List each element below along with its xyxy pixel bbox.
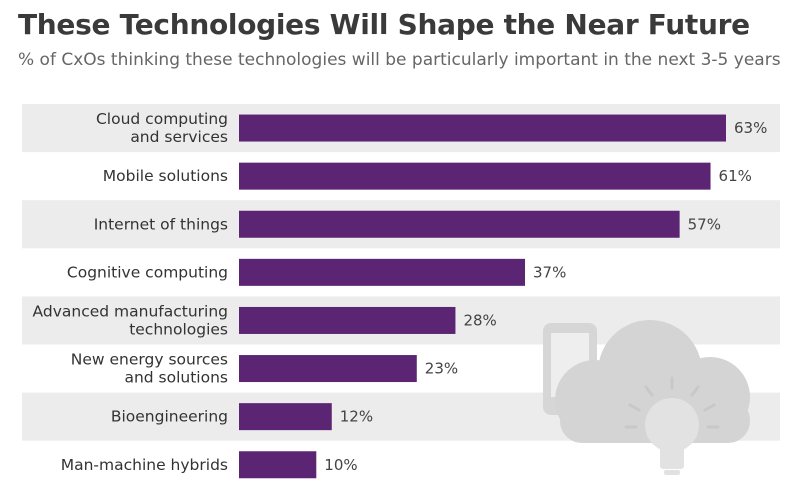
category-label-mobile-solutions: Mobile solutions [103, 167, 228, 185]
bar-man-machine-hybrids [239, 451, 317, 479]
category-label-new-energy-sources-and-solutions-line-1: New energy sources [71, 351, 228, 369]
cloud-icon [555, 320, 750, 443]
background-illustration [543, 320, 750, 475]
chart-subtitle: % of CxOs thinking these technologies wi… [18, 50, 781, 70]
value-labels: 63% 61% 57% 37% 28% 23% 12% 10% [324, 119, 767, 474]
category-label-bioengineering: Bioengineering [111, 408, 228, 426]
category-label-cloud-computing-and-services-line-1: Cloud computing [96, 110, 228, 128]
value-label-internet-of-things: 57% [688, 215, 721, 233]
value-label-cognitive-computing: 37% [533, 263, 566, 281]
value-label-cloud-computing-and-services: 63% [734, 119, 767, 137]
bar-mobile-solutions [239, 162, 711, 190]
category-label-cloud-computing-and-services-line-2: and services [130, 128, 228, 146]
value-label-new-energy-sources-and-solutions: 23% [425, 360, 458, 378]
value-label-mobile-solutions: 61% [719, 167, 752, 185]
bar-bioengineering [239, 403, 332, 431]
lightbulb-icon [624, 376, 720, 475]
bar-internet-of-things [239, 210, 680, 238]
bar-new-energy-sources-and-solutions [239, 355, 417, 383]
chart-title: These Technologies Will Shape the Near F… [18, 8, 750, 41]
value-label-man-machine-hybrids: 10% [324, 456, 357, 474]
bar-cloud-computing-and-services [239, 114, 726, 142]
category-label-new-energy-sources-and-solutions-line-2: and solutions [124, 369, 228, 387]
category-label-man-machine-hybrids: Man-machine hybrids [61, 456, 228, 474]
bar-advanced-manufacturing-technologies [239, 306, 456, 334]
category-label-advanced-manufacturing-technologies-line-2: technologies [129, 320, 228, 338]
value-label-advanced-manufacturing-technologies: 28% [463, 311, 496, 329]
bar-cognitive-computing [239, 258, 526, 286]
category-label-cognitive-computing: Cognitive computing [67, 263, 228, 281]
bars [239, 114, 726, 479]
category-label-advanced-manufacturing-technologies-line-1: Advanced manufacturing [33, 302, 228, 320]
value-label-bioengineering: 12% [340, 408, 373, 426]
category-label-internet-of-things: Internet of things [94, 215, 228, 233]
